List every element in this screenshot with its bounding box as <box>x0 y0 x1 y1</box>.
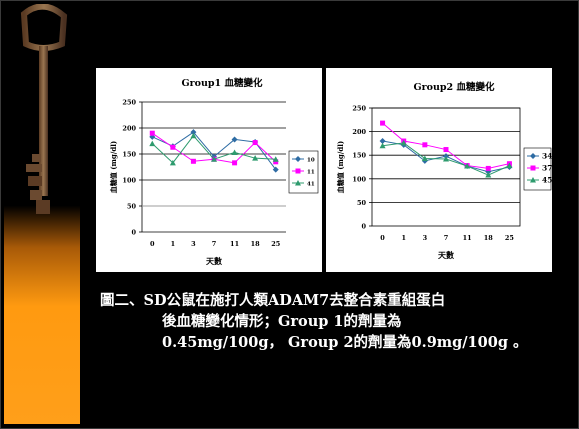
chart1-legend-label-41: 41 <box>307 182 315 188</box>
caption-line-3: 0.45mg/100g， Group 2的劑量為0.9mg/100g 。 <box>100 332 570 353</box>
chart1-series-41-point <box>232 149 238 155</box>
chart1-x-tick-label: 18 <box>251 240 261 248</box>
group1-chart-svg: Group1 血糖變化 0 50 100 150 200 250 0 1 3 7 11 18 25 天數 血糖… <box>96 68 322 272</box>
chart1-y-tick-label: 150 <box>122 151 136 159</box>
chart1-x-tick-label: 0 <box>150 240 155 248</box>
chart2-series-37-line <box>383 123 510 168</box>
chart2-plot-border <box>372 108 520 226</box>
chart2-y-tick-label: 200 <box>352 128 366 136</box>
caption-line-1: 圖二、SD公鼠在施打人類ADAM7去整合素重組蛋白 <box>100 290 570 311</box>
group2-chart: Group2 血糖變化 0 50 100 150 200 250 0 1 3 7 11 18 25 天數 血糖… <box>326 68 552 272</box>
chart2-legend-label-34: 34 <box>542 152 552 161</box>
chart1-x-axis-label: 天數 <box>206 256 222 266</box>
chart2-legend-label-37: 37 <box>542 164 552 173</box>
chart2-y-tick-label: 250 <box>352 105 366 113</box>
chart2-y-axis-label: 血糖值 (mg/dl) <box>336 141 345 193</box>
chart1-y-tick-label: 100 <box>122 177 136 185</box>
chart1-series-41-point <box>149 141 155 147</box>
chart1-x-tick-label: 11 <box>230 240 239 248</box>
chart2-series-37-point <box>486 166 491 171</box>
chart1-y-tick-label: 0 <box>131 229 136 237</box>
chart2-legend-label-45: 45 <box>542 176 552 185</box>
chart1-series-11-point <box>170 145 175 150</box>
chart1-series-11-point <box>253 140 258 145</box>
chart1-x-tick-label: 7 <box>212 240 217 248</box>
chart2-x-tick-label: 1 <box>401 234 406 242</box>
chart2-y-tick-label: 0 <box>361 223 366 231</box>
chart1-legend-label-10: 10 <box>307 158 315 164</box>
chart1-legend-label-11: 11 <box>307 170 315 176</box>
caption-line-2: 後血糖變化情形；Group 1的劑量為 <box>100 311 570 332</box>
chart2-series-37-point <box>422 142 427 147</box>
chart2-y-tick-label: 50 <box>357 199 367 207</box>
chart2-x-tick-label: 3 <box>423 234 428 242</box>
chart2-x-tick-label: 0 <box>380 234 385 242</box>
chart1-y-tick-label: 50 <box>127 203 137 211</box>
chart1-x-tick-label: 1 <box>171 240 176 248</box>
chart1-series-11-point <box>150 131 155 136</box>
chart2-x-axis-label: 天數 <box>438 250 454 260</box>
chart2-x-tick-label: 11 <box>463 234 472 242</box>
chart1-y-tick-label: 250 <box>122 99 136 107</box>
chart2-x-tick-label: 7 <box>444 234 449 242</box>
chart1-title: Group1 血糖變化 <box>182 77 263 89</box>
chart1-x-tick-label: 25 <box>271 240 281 248</box>
chart2-legend-marker-37 <box>531 166 536 171</box>
chart1-series-11-point <box>191 159 196 164</box>
chart2-title: Group2 血糖變化 <box>414 81 495 93</box>
group1-chart: Group1 血糖變化 0 50 100 150 200 250 0 1 3 7 11 18 25 天數 血糖… <box>96 68 322 272</box>
chart1-series-11-point <box>232 160 237 165</box>
chart2-x-tick-label: 25 <box>505 234 515 242</box>
chart2-y-tick-label: 150 <box>352 152 366 160</box>
chart1-x-tick-label: 3 <box>191 240 196 248</box>
figure-caption: 圖二、SD公鼠在施打人類ADAM7去整合素重組蛋白 後血糖變化情形；Group … <box>100 290 570 353</box>
chart2-y-tick-label: 100 <box>352 175 366 183</box>
chart1-y-axis-label: 血糖值 (mg/dl) <box>109 141 118 193</box>
chart2-series-37-point <box>380 121 385 126</box>
antique-key-icon <box>6 4 80 224</box>
chart1-legend-marker-11 <box>296 169 301 174</box>
chart2-x-tick-label: 18 <box>484 234 494 242</box>
chart2-series-37-point <box>444 147 449 152</box>
chart1-y-tick-label: 200 <box>122 125 136 133</box>
chart2-series-45-point <box>485 172 491 178</box>
